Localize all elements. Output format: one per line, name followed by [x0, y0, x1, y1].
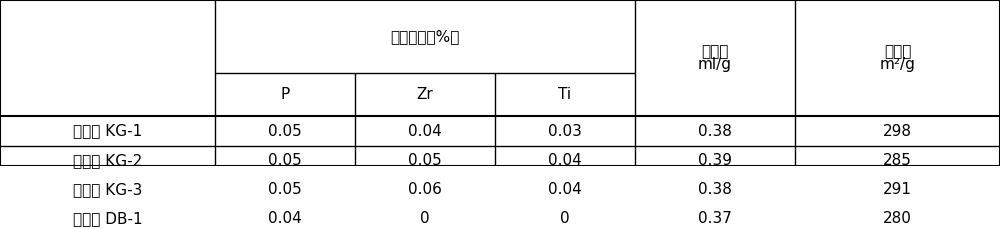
Text: 0: 0	[420, 211, 430, 226]
Text: 0.39: 0.39	[698, 153, 732, 168]
Text: 298: 298	[883, 123, 912, 139]
Text: 0.04: 0.04	[548, 182, 582, 197]
Text: 0.04: 0.04	[548, 153, 582, 168]
Text: 0.03: 0.03	[548, 123, 582, 139]
Text: ml/g: ml/g	[698, 57, 732, 72]
Text: 催化剂 KG-3: 催化剂 KG-3	[73, 182, 142, 197]
Text: 0.05: 0.05	[268, 182, 302, 197]
Text: m²/g: m²/g	[880, 57, 915, 72]
Text: 孔体积: 孔体积	[701, 44, 729, 59]
Text: 291: 291	[883, 182, 912, 197]
Text: 催化剂 DB-1: 催化剂 DB-1	[73, 211, 142, 226]
Text: 催化剂 KG-2: 催化剂 KG-2	[73, 153, 142, 168]
Text: Zr: Zr	[417, 87, 433, 102]
Text: 0.04: 0.04	[408, 123, 442, 139]
Text: 0.05: 0.05	[268, 123, 302, 139]
Text: 0.04: 0.04	[268, 211, 302, 226]
Text: 化学组成（%）: 化学组成（%）	[390, 29, 460, 44]
Text: 比表面: 比表面	[884, 44, 911, 59]
Text: 0.38: 0.38	[698, 182, 732, 197]
Text: P: P	[280, 87, 290, 102]
Text: 0.06: 0.06	[408, 182, 442, 197]
Text: 0.05: 0.05	[268, 153, 302, 168]
Text: 280: 280	[883, 211, 912, 226]
Text: 催化剂 KG-1: 催化剂 KG-1	[73, 123, 142, 139]
Text: 0.37: 0.37	[698, 211, 732, 226]
Text: Ti: Ti	[558, 87, 572, 102]
Text: 0.38: 0.38	[698, 123, 732, 139]
Text: 285: 285	[883, 153, 912, 168]
Text: 0.05: 0.05	[408, 153, 442, 168]
Text: 0: 0	[560, 211, 570, 226]
